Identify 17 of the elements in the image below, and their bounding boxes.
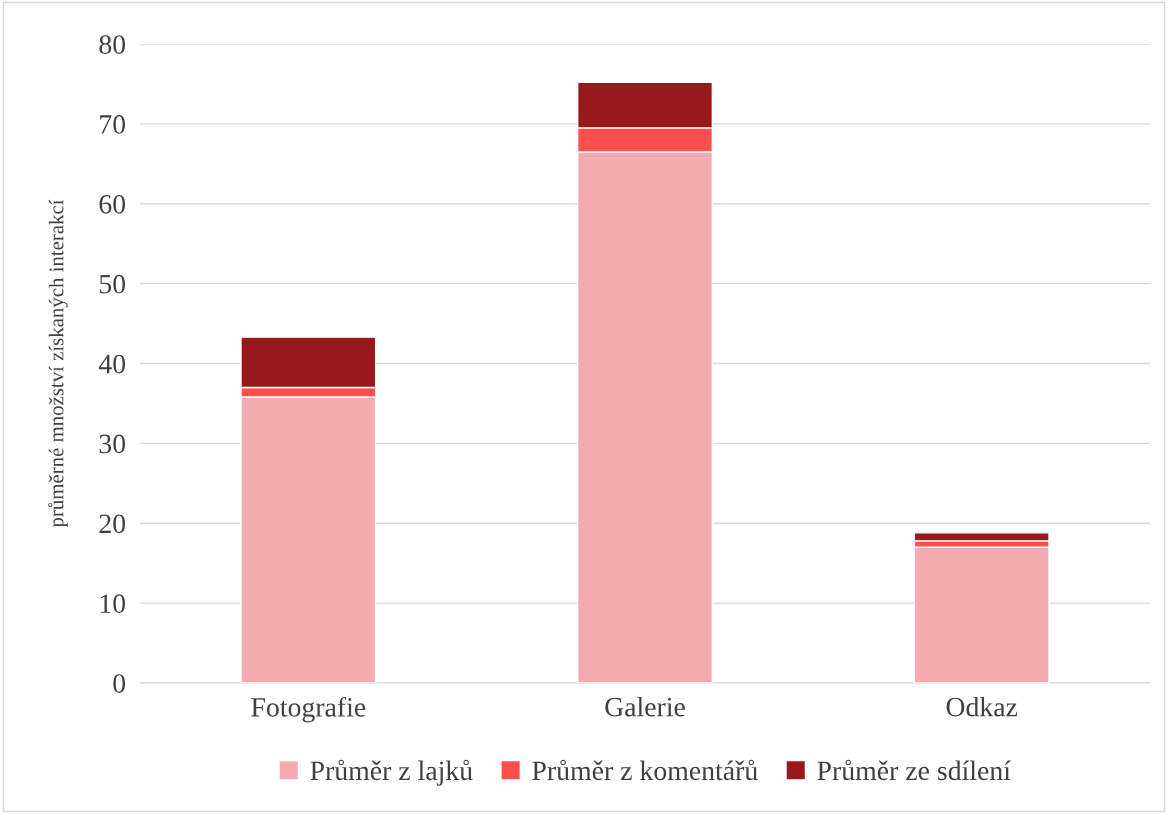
x-tick-label: Odkaz [946, 696, 1018, 717]
legend-label: Průměr z lajků [310, 759, 473, 786]
bar [913, 546, 1050, 683]
y-tick-label: 40 [98, 354, 126, 374]
y-tick-label: 80 [99, 35, 126, 54]
y-tick-label: 10 [100, 594, 126, 614]
legend-label: Průměr ze sdílení [817, 759, 1011, 781]
x-tick-label: Fotografie [251, 696, 366, 723]
y-tick-label: 20 [99, 514, 126, 534]
y-tick-label: 60 [99, 194, 126, 214]
y-tick-label: 0 [113, 674, 126, 693]
y-tick-label: 70 [100, 115, 126, 134]
y-axis-title: průměrné množství získaných interakcí [48, 199, 68, 528]
x-tick-label: Galerie [605, 696, 685, 717]
legend-label: Průměr z komentářů [532, 759, 758, 781]
y-tick-label: 30 [99, 434, 126, 454]
y-tick-label: 50 [99, 274, 126, 294]
